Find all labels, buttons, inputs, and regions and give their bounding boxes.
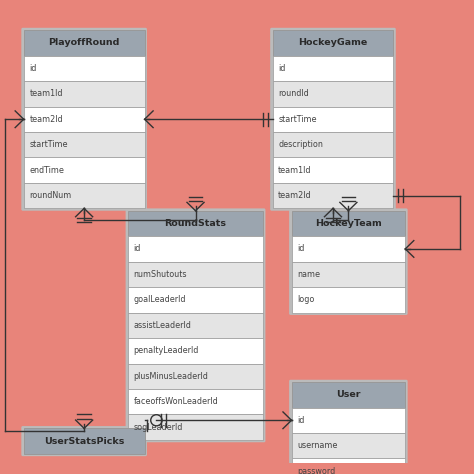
Text: assistLeaderId: assistLeaderId: [134, 321, 191, 330]
Text: faceoffsWonLeaderId: faceoffsWonLeaderId: [134, 397, 219, 406]
Text: username: username: [297, 441, 337, 450]
FancyBboxPatch shape: [128, 211, 263, 236]
Text: id: id: [297, 416, 305, 425]
Text: id: id: [134, 245, 141, 254]
FancyBboxPatch shape: [292, 458, 405, 474]
Text: startTime: startTime: [278, 115, 317, 124]
Text: endTime: endTime: [29, 166, 64, 175]
FancyBboxPatch shape: [270, 28, 396, 211]
Text: User: User: [336, 390, 361, 399]
Text: penaltyLeaderId: penaltyLeaderId: [134, 346, 199, 356]
Text: plusMinusLeaderId: plusMinusLeaderId: [134, 372, 209, 381]
Text: id: id: [29, 64, 37, 73]
FancyBboxPatch shape: [292, 287, 405, 312]
FancyBboxPatch shape: [273, 157, 393, 183]
FancyBboxPatch shape: [128, 338, 263, 364]
Text: startTime: startTime: [29, 140, 68, 149]
FancyBboxPatch shape: [292, 236, 405, 262]
FancyBboxPatch shape: [24, 30, 145, 55]
FancyBboxPatch shape: [292, 433, 405, 458]
Text: team1Id: team1Id: [278, 166, 312, 175]
FancyBboxPatch shape: [273, 132, 393, 157]
FancyBboxPatch shape: [273, 107, 393, 132]
Text: team1Id: team1Id: [29, 89, 63, 98]
FancyBboxPatch shape: [289, 380, 408, 474]
FancyBboxPatch shape: [128, 364, 263, 389]
FancyBboxPatch shape: [24, 81, 145, 107]
FancyBboxPatch shape: [128, 414, 263, 440]
FancyBboxPatch shape: [126, 209, 265, 442]
FancyBboxPatch shape: [128, 312, 263, 338]
FancyBboxPatch shape: [24, 183, 145, 209]
Text: name: name: [297, 270, 320, 279]
FancyBboxPatch shape: [21, 426, 147, 456]
Text: UserStatsPicks: UserStatsPicks: [44, 437, 124, 446]
FancyBboxPatch shape: [292, 408, 405, 433]
Text: password: password: [297, 467, 336, 474]
FancyBboxPatch shape: [24, 132, 145, 157]
Text: numShutouts: numShutouts: [134, 270, 187, 279]
FancyBboxPatch shape: [128, 236, 263, 262]
Text: roundNum: roundNum: [29, 191, 72, 200]
Text: roundId: roundId: [278, 89, 309, 98]
FancyBboxPatch shape: [273, 30, 393, 55]
Text: HockeyTeam: HockeyTeam: [315, 219, 382, 228]
Text: team2Id: team2Id: [278, 191, 312, 200]
Text: goalLeaderId: goalLeaderId: [134, 295, 186, 304]
FancyBboxPatch shape: [128, 287, 263, 312]
Text: HockeyGame: HockeyGame: [298, 38, 368, 47]
FancyBboxPatch shape: [21, 28, 147, 211]
Text: logo: logo: [297, 295, 315, 304]
Text: sogLeaderId: sogLeaderId: [134, 423, 183, 432]
FancyBboxPatch shape: [273, 183, 393, 209]
Text: id: id: [297, 245, 305, 254]
FancyBboxPatch shape: [292, 382, 405, 408]
FancyBboxPatch shape: [289, 209, 408, 315]
FancyBboxPatch shape: [24, 107, 145, 132]
Text: description: description: [278, 140, 323, 149]
Text: team2Id: team2Id: [29, 115, 63, 124]
FancyBboxPatch shape: [292, 211, 405, 236]
FancyBboxPatch shape: [292, 262, 405, 287]
FancyBboxPatch shape: [128, 389, 263, 414]
FancyBboxPatch shape: [273, 81, 393, 107]
Text: RoundStats: RoundStats: [164, 219, 227, 228]
Text: id: id: [278, 64, 286, 73]
FancyBboxPatch shape: [24, 157, 145, 183]
Text: PlayoffRound: PlayoffRound: [48, 38, 120, 47]
FancyBboxPatch shape: [24, 428, 145, 454]
FancyBboxPatch shape: [273, 55, 393, 81]
FancyBboxPatch shape: [128, 262, 263, 287]
FancyBboxPatch shape: [24, 55, 145, 81]
